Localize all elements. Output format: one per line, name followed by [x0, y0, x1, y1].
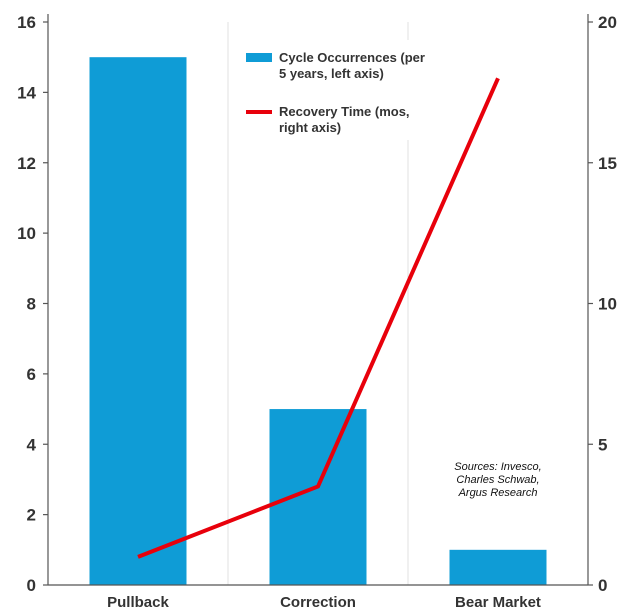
bars: Pullback Correction Bear Market — [89, 57, 547, 610]
legend-line-label-line1: Recovery Time (mos, — [279, 104, 410, 119]
left-tick-label: 6 — [27, 365, 36, 384]
right-tick-label: 15 — [598, 154, 617, 173]
category-label: Bear Market — [455, 594, 541, 610]
legend: Cycle Occurrences (per 5 years, left axi… — [232, 40, 425, 140]
right-tick-label: 10 — [598, 295, 617, 314]
bar-correction — [269, 409, 367, 585]
axes: 0 2 4 6 8 10 12 14 16 0 5 10 15 20 — [17, 13, 617, 595]
source-line-2: Charles Schwab, — [456, 474, 539, 486]
left-tick-label: 0 — [27, 576, 36, 595]
legend-bar-label-line1: Cycle Occurrences (per — [279, 50, 425, 65]
legend-bar-swatch — [246, 53, 272, 62]
left-tick-label: 12 — [17, 154, 36, 173]
source-line-1: Sources: Invesco, — [454, 461, 541, 473]
left-tick-label: 4 — [27, 435, 37, 454]
bar-bear-market — [449, 549, 547, 585]
legend-line-label-line2: right axis) — [279, 120, 341, 135]
right-tick-label: 0 — [598, 576, 607, 595]
left-tick-label: 16 — [17, 13, 36, 32]
left-tick-label: 8 — [27, 295, 36, 314]
bar-pullback — [89, 57, 187, 585]
right-tick-label: 20 — [598, 13, 617, 32]
category-label: Pullback — [107, 594, 169, 610]
left-tick-label: 10 — [17, 224, 36, 243]
source-line-3: Argus Research — [458, 487, 538, 499]
left-tick-label: 2 — [27, 506, 36, 525]
sources-annotation: Sources: Invesco, Charles Schwab, Argus … — [454, 461, 541, 499]
legend-bar-label-line2: 5 years, left axis) — [279, 66, 384, 81]
recovery-time-line — [137, 77, 500, 559]
category-label: Correction — [280, 594, 356, 610]
right-tick-label: 5 — [598, 435, 607, 454]
left-tick-label: 14 — [17, 83, 36, 102]
recovery-line — [137, 77, 500, 559]
